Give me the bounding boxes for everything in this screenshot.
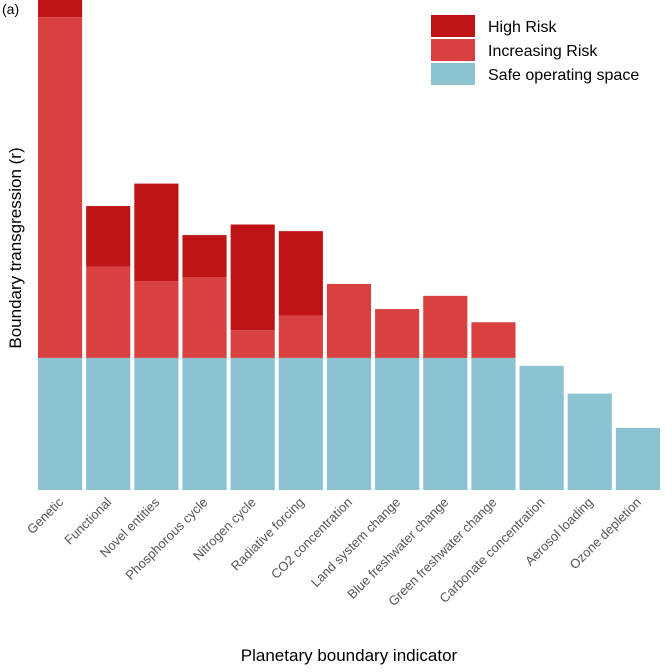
legend-swatch-high-risk <box>431 15 475 37</box>
x-tick-label: CO2 concentration <box>268 495 355 582</box>
bar-functional-safe-operating-space <box>86 357 131 490</box>
bar-phosphorous-cycle-high-risk <box>182 235 227 278</box>
bar-novel-entities-safe-operating-space <box>134 357 179 490</box>
bar-functional-increasing-risk <box>86 266 131 358</box>
bar-functional-high-risk <box>86 206 131 267</box>
bar-green-freshwater-change-safe-operating-space <box>471 357 516 490</box>
bar-novel-entities-high-risk <box>134 183 179 282</box>
bar-green-freshwater-change-increasing-risk <box>471 322 516 358</box>
bars-layer <box>38 0 660 490</box>
bar-co2-concentration-safe-operating-space <box>326 357 372 490</box>
bar-nitrogen-cycle-safe-operating-space <box>230 357 275 490</box>
bar-aerosol-loading-safe-operating-space <box>567 393 612 490</box>
legend-label-safe-operating-space: Safe operating space <box>488 67 639 84</box>
bar-genetic-high-risk <box>38 0 83 18</box>
bar-carbonate-concentration-safe-operating-space <box>519 365 564 490</box>
bar-genetic-safe-operating-space <box>38 357 83 490</box>
bar-blue-freshwater-change-increasing-risk <box>423 295 468 358</box>
bar-genetic-increasing-risk <box>38 17 83 358</box>
bar-blue-freshwater-change-safe-operating-space <box>423 357 468 490</box>
x-tick-label: Phosphorous cycle <box>122 495 210 583</box>
bar-radiative-forcing-high-risk <box>278 231 323 316</box>
bar-ozone-depletion-safe-operating-space <box>615 427 660 490</box>
bar-land-system-change-safe-operating-space <box>375 357 420 490</box>
bar-radiative-forcing-increasing-risk <box>278 315 323 358</box>
legend-swatch-increasing-risk <box>431 39 475 61</box>
legend-label-high-risk: High Risk <box>488 19 557 36</box>
legend: High Risk Increasing Risk Safe operating s… <box>431 15 639 85</box>
x-tick-label: Genetic <box>24 494 67 537</box>
bar-nitrogen-cycle-increasing-risk <box>230 330 275 358</box>
bar-co2-concentration-increasing-risk <box>326 283 372 358</box>
legend-swatch-safe-operating-space <box>431 63 475 85</box>
y-axis-title: Boundary transgression (r) <box>6 147 25 348</box>
bar-radiative-forcing-safe-operating-space <box>278 357 323 490</box>
x-axis-title: Planetary boundary indicator <box>241 646 458 665</box>
bar-phosphorous-cycle-increasing-risk <box>182 277 227 358</box>
panel-label: (a) <box>2 1 19 17</box>
bar-phosphorous-cycle-safe-operating-space <box>182 357 227 490</box>
x-tick-label: Land system change <box>308 495 403 590</box>
legend-label-increasing-risk: Increasing Risk <box>488 43 598 60</box>
bar-novel-entities-increasing-risk <box>134 281 179 358</box>
bar-nitrogen-cycle-high-risk <box>230 224 275 331</box>
bar-land-system-change-increasing-risk <box>375 309 420 358</box>
